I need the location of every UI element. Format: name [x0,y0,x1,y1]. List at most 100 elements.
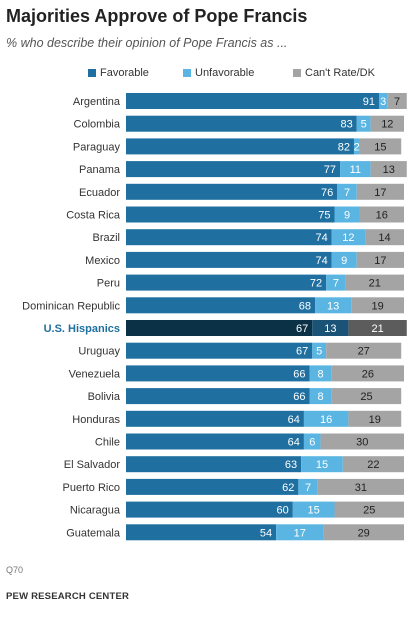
data-label-unfavorable: 15 [308,505,320,517]
data-label-unfavorable: 5 [316,346,322,358]
category-label: Puerto Rico [63,482,120,494]
bar-segment-unfavorable [309,388,332,405]
data-label-favorable: 68 [299,300,311,312]
bar-segment-unfavorable [312,320,349,336]
data-label-unfavorable: 17 [294,527,306,539]
category-label: Costa Rica [66,210,121,222]
bar-segment-dk [323,524,404,541]
bar-segment-unfavorable [309,365,332,382]
bar-segment-unfavorable [331,251,357,268]
bar-segment-dk [356,183,404,200]
category-label: Mexico [85,255,120,267]
bar-segment-dk [365,229,404,246]
bar-segment-favorable [126,161,341,178]
data-label-unfavorable: 8 [318,391,324,403]
bar-segment-dk [359,138,402,155]
bar-segment-favorable [126,433,304,450]
data-label-dk: 12 [381,119,393,131]
data-label-dk: 29 [358,527,370,539]
bar-segment-unfavorable [315,297,352,314]
category-label: El Salvador [64,459,121,471]
bar-segment-dk [348,320,407,336]
data-label-dk: 7 [394,96,400,108]
category-label: Uruguay [78,346,120,358]
bar-segment-unfavorable [303,433,321,450]
bar-segment-dk [334,501,404,518]
data-label-favorable: 76 [321,187,333,199]
bar-segment-favorable [126,251,332,268]
bar-segment-favorable [126,320,313,336]
bar-segment-unfavorable [356,115,371,132]
category-label: Nicaragua [70,505,121,517]
data-label-unfavorable: 16 [320,414,332,426]
category-label: Chile [95,437,120,449]
data-label-dk: 27 [358,346,370,358]
bar-segment-dk [359,206,404,223]
data-label-unfavorable: 15 [316,459,328,471]
category-label: Paraguay [73,141,121,153]
data-label-unfavorable: 7 [344,187,350,199]
data-label-favorable: 64 [288,437,300,449]
bar-segment-dk [342,456,404,473]
bar-segment-favorable [126,456,302,473]
legend-swatch-unfavorable [183,69,191,77]
data-label-favorable: 66 [293,391,305,403]
bar-segment-dk [331,365,404,382]
data-label-unfavorable: 12 [342,232,354,244]
data-label-favorable: 82 [338,141,350,153]
data-label-unfavorable: 9 [344,210,350,222]
legend-item-favorable: Favorable [88,67,149,79]
data-label-favorable: 72 [310,278,322,290]
category-label: Colombia [74,119,121,131]
data-label-dk: 15 [374,141,386,153]
bar-segment-unfavorable [334,206,360,223]
data-label-dk: 30 [356,437,368,449]
data-label-unfavorable: 13 [324,323,336,335]
data-label-unfavorable: 5 [361,119,367,131]
category-label: U.S. Hispanics [44,323,120,335]
data-label-dk: 21 [369,278,381,290]
bar-segment-dk [387,93,407,109]
legend-item-dk: Can't Rate/DK [293,67,375,79]
data-label-favorable: 54 [260,527,272,539]
bar-segment-unfavorable [337,183,357,200]
data-label-unfavorable: 9 [341,255,347,267]
legend-label-dk: Can't Rate/DK [305,67,375,79]
bar-segment-favorable [126,524,277,541]
bar-segment-favorable [126,93,379,109]
data-label-favorable: 67 [296,346,308,358]
bar-segment-favorable [126,229,332,246]
data-label-dk: 16 [376,210,388,222]
data-label-unfavorable: 3 [380,96,386,108]
data-label-favorable: 74 [315,255,327,267]
bar-segment-favorable [126,388,310,405]
bar-segment-unfavorable [303,410,349,427]
data-label-dk: 14 [378,232,390,244]
bar-segment-favorable [126,274,327,291]
category-label: Guatemala [66,527,121,539]
bar-segment-dk [356,251,404,268]
data-label-dk: 25 [360,391,372,403]
data-label-favorable: 74 [315,232,327,244]
legend-swatch-favorable [88,69,96,77]
data-label-dk: 31 [355,482,367,494]
category-label: Honduras [72,414,120,426]
bar-segment-favorable [126,115,357,132]
bar-segment-dk [320,433,404,450]
bar-segment-dk [348,410,402,427]
data-label-dk: 26 [362,368,374,380]
bar-segment-unfavorable [331,229,366,246]
data-label-favorable: 63 [285,459,297,471]
bar-segment-unfavorable [292,501,335,518]
bar-segment-dk [345,274,404,291]
bar-segment-unfavorable [326,274,346,291]
data-label-favorable: 83 [340,119,352,131]
bar-segment-dk [351,297,404,314]
source-credit: PEW RESEARCH CENTER [6,591,130,602]
bar-segment-favorable [126,342,313,359]
category-label: Dominican Republic [22,300,120,312]
bar-segment-unfavorable [353,138,360,155]
data-label-favorable: 64 [288,414,300,426]
legend: Favorable Unfavorable Can't Rate/DK [0,67,420,83]
legend-label-favorable: Favorable [100,67,149,79]
